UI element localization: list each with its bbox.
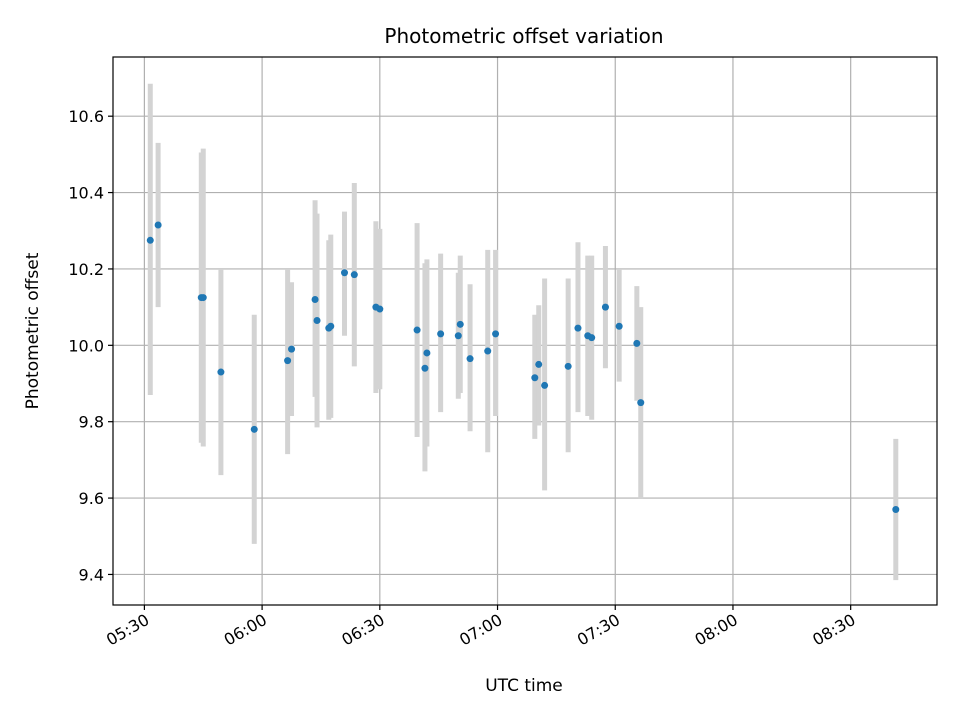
data-point [454,332,462,340]
y-tick-label: 10.4 [68,184,104,203]
y-tick-label: 10.6 [68,107,104,126]
data-point [574,324,582,332]
data-point [601,303,609,311]
data-point [217,368,225,376]
data-point [484,347,492,355]
data-point [421,364,429,372]
data-point [311,295,319,303]
data-point [633,339,641,347]
data-point [466,355,474,363]
y-tick-label: 10.0 [68,336,104,355]
data-point [615,322,623,330]
data-point [288,345,296,353]
data-point [531,374,539,382]
data-point [637,399,645,407]
data-point [456,320,464,328]
data-point [492,330,500,338]
x-axis-label: UTC time [485,676,563,696]
data-point [541,381,549,389]
data-point [313,316,321,324]
data-point [327,322,335,330]
chart-title: Photometric offset variation [384,24,663,48]
data-point [350,271,358,279]
plot-frame [112,56,938,606]
y-tick-label: 9.6 [79,489,104,508]
y-tick-label: 9.4 [79,565,104,584]
data-point [423,349,431,357]
data-point [564,362,572,370]
data-point [341,269,349,277]
data-point [284,357,292,365]
data-point [199,294,207,302]
data-point [413,326,421,334]
data-point [154,221,162,229]
data-point [892,506,900,514]
y-tick-label: 10.2 [68,260,104,279]
y-tick-label: 9.8 [79,413,104,432]
data-points [146,221,900,514]
data-point [588,334,596,342]
data-point [376,305,384,313]
y-axis-label: Photometric offset [23,252,43,409]
data-point [437,330,445,338]
data-point [250,425,258,433]
y-axis-ticks: 9.4 9.6 9.8 10.0 10.2 10.4 10.6 [68,107,113,584]
data-point [146,236,154,244]
data-point [535,360,543,368]
